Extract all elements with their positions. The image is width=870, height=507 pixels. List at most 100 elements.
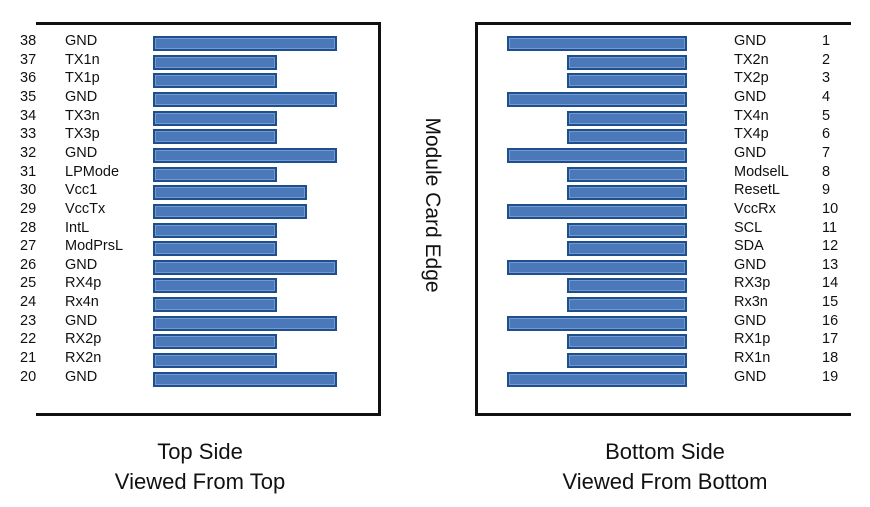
contact-pad [567,166,687,182]
contact-pad [153,166,277,182]
top-pin-row: 28 IntL [0,220,380,238]
bottom-pin-row: RX1n 18 [0,350,870,369]
pin-signal-name: TX2n [734,51,769,68]
top-pin-row: 37 TX1n [0,52,380,70]
pin-signal-name: Vcc1 [65,182,98,199]
contact-pad [567,110,687,126]
pin-number: 15 [822,294,839,311]
pin-number: 9 [822,182,831,199]
contact-pad [507,371,687,387]
pin-signal-name: GND [734,88,767,105]
contact-pad [153,278,277,294]
bottom-side-caption-line1: Bottom Side [605,439,725,464]
pin-signal-name: GND [65,368,98,385]
pin-number: 4 [822,88,831,105]
pin-signal-name: TX4n [734,107,769,124]
contact-pad [507,315,687,331]
contact-pad [153,73,277,89]
bottom-side-caption-line2: Viewed From Bottom [562,469,768,494]
top-pin-row: 24 Rx4n [0,294,380,313]
top-pin-row: 27 ModPrsL [0,238,380,257]
contact-pad [567,73,687,89]
bottom-pin-row: VccRx 10 [0,200,870,219]
pin-number: 2 [822,51,831,68]
pin-number: 14 [822,275,839,292]
contact-pad [153,371,337,387]
top-pin-row: 21 RX2n [0,350,380,369]
bottom-side-edge-bottom [475,413,851,416]
top-pin-row: 26 GND [0,256,380,275]
contact-pad [153,147,337,163]
contact-pad [153,54,277,70]
pin-number: 3 [822,70,831,87]
contact-pad [153,222,277,238]
top-side-edge-right [378,22,381,416]
pin-signal-name: TX3p [65,126,100,143]
top-side-edge-top [36,22,380,25]
pin-signal-name: VccTx [65,200,106,217]
contact-pad [567,54,687,70]
pin-signal-name: RX3p [734,275,771,292]
bottom-pin-row: GND 4 [0,88,870,107]
bottom-pin-row: ResetL 9 [0,182,870,201]
contact-pad [153,297,277,313]
top-side-edge-bottom [36,413,381,416]
contact-pad [507,259,687,275]
pin-signal-name: GND [65,256,98,273]
contact-pad [567,297,687,313]
bottom-pin-row: TX4p 6 [0,126,870,145]
top-side-caption-line2: Viewed From Top [114,469,286,494]
contact-pad [153,259,337,275]
bottom-pin-row: TX4n 5 [0,107,870,126]
pin-number: 34 [20,107,37,124]
pin-signal-name: TX4p [734,126,769,143]
bottom-pin-row: RX3p 14 [0,275,870,294]
pin-number: 12 [822,238,839,255]
pin-signal-name: TX2p [734,70,769,87]
pin-signal-name: GND [734,368,767,385]
contact-pad [507,91,687,107]
pin-number: 35 [20,88,37,105]
bottom-side-edge-left [475,22,478,416]
bottom-pin-row: GND 16 [0,312,870,331]
pin-signal-name: RX2p [65,331,102,348]
pin-number: 36 [20,70,37,87]
pin-number: 18 [822,350,839,367]
pin-signal-name: GND [734,312,767,329]
bottom-pin-row: TX2p 3 [0,70,870,89]
pin-signal-name: VccRx [734,200,776,217]
bottom-pin-row: GND 13 [0,256,870,275]
pin-signal-name: TX1p [65,70,100,87]
pin-number: 22 [20,331,37,348]
contact-pad [567,185,687,201]
pin-number: 10 [822,200,839,217]
pin-number: 19 [822,368,839,385]
top-pin-row: 33 TX3p [0,126,380,145]
pin-number: 16 [822,312,839,329]
contact-pad [507,203,687,219]
pin-signal-name: GND [65,88,98,105]
pin-signal-name: ModPrsL [65,238,124,255]
pin-signal-name: ModselL [734,163,789,180]
pin-signal-name: RX1n [734,350,771,367]
bottom-pin-row: GND 7 [0,145,870,163]
pin-number: 38 [20,33,37,49]
pin-number: 24 [20,294,37,311]
top-pin-row: 38 GND [0,33,380,51]
contact-pad [507,36,687,51]
pin-number: 25 [20,275,37,292]
contact-pad [507,147,687,163]
top-pin-row: 20 GND [0,368,380,387]
contact-pad [153,110,277,126]
pin-number: 30 [20,182,37,199]
contact-pad [153,334,277,350]
pin-signal-name: GND [734,256,767,273]
contact-pad [153,185,307,201]
pin-signal-name: RX4p [65,275,102,292]
pin-number: 11 [822,219,838,236]
bottom-pin-row: TX2n 2 [0,51,870,70]
pin-signal-name: LPMode [65,163,120,180]
pin-number: 5 [822,107,831,124]
contact-pad [153,353,277,369]
contact-pad [567,241,687,257]
